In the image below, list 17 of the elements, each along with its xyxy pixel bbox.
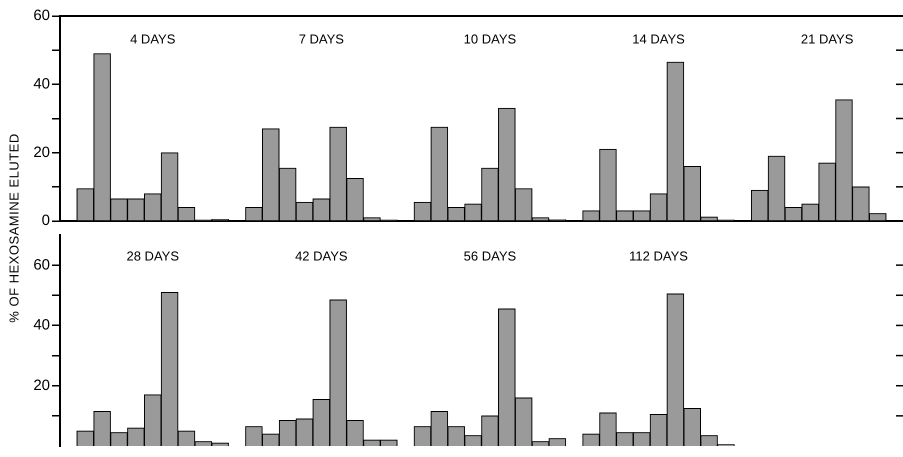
annotation: 4 DAYS — [130, 32, 176, 47]
y-tick-label: 60 — [33, 7, 50, 24]
annotation: 42 DAYS — [295, 248, 348, 264]
annotation: 10 DAYS — [464, 32, 517, 47]
y-tick-label: 0 — [42, 212, 50, 230]
annotation: 14 DAYS — [632, 32, 686, 47]
annotation: 112 DAYS — [629, 248, 688, 264]
y-tick-label: 40 — [33, 316, 50, 334]
y-axis-title: % OF HEXOSAMINE ELUTED — [6, 133, 22, 323]
y-tick-label: 20 — [33, 144, 50, 161]
annotation: 56 DAYS — [464, 248, 517, 264]
annotation: 21 DAYS — [800, 32, 854, 47]
y-tick-label: 60 — [33, 256, 50, 274]
y-tick-label: 20 — [33, 376, 50, 394]
y-tick-label: 40 — [33, 75, 50, 92]
annotation: 28 DAYS — [126, 248, 180, 264]
annotation: 7 DAYS — [298, 32, 344, 47]
